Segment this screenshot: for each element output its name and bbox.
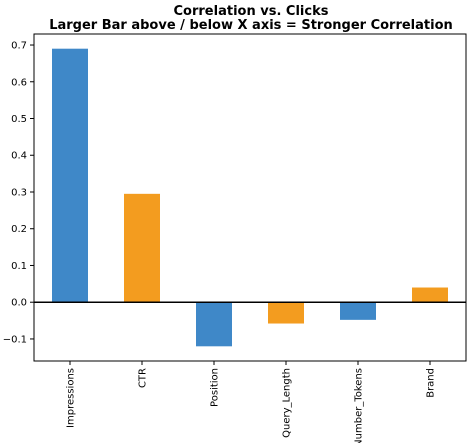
chart-title: Correlation vs. Clicks bbox=[174, 4, 329, 19]
y-tick-label: 0.6 bbox=[11, 77, 27, 88]
x-tick-label: Position bbox=[210, 368, 221, 407]
y-tick-label: 0.5 bbox=[11, 114, 27, 125]
x-tick-label: Query_Length bbox=[282, 368, 293, 438]
y-axis: −0.1 0.0 0.1 0.2 0.3 0.4 0.5 0.6 0.7 bbox=[3, 41, 34, 345]
x-axis: Impressions CTR Position Query_Length Number… bbox=[66, 361, 437, 443]
x-tick-label: Number_Tokens bbox=[354, 368, 365, 443]
chart-subtitle: Larger Bar above / below X axis = Strong… bbox=[49, 18, 453, 33]
y-tick-label: 0.4 bbox=[11, 151, 27, 162]
y-tick-label: 0.0 bbox=[11, 298, 27, 309]
y-tick-label: −0.1 bbox=[3, 334, 27, 345]
x-tick-label: Brand bbox=[426, 368, 437, 398]
bar-query-length bbox=[268, 302, 304, 324]
y-tick-label: 0.1 bbox=[11, 261, 27, 272]
y-tick-label: 0.2 bbox=[11, 224, 27, 235]
plot-frame bbox=[33, 33, 467, 362]
y-tick-label: 0.3 bbox=[11, 187, 27, 198]
y-tick-label: 0.7 bbox=[11, 41, 27, 52]
bar-impressions bbox=[52, 48, 88, 303]
x-tick-label: Impressions bbox=[66, 368, 77, 428]
bar-ctr bbox=[124, 193, 160, 303]
bar-position bbox=[196, 302, 232, 347]
bar-brand bbox=[412, 287, 448, 303]
bars bbox=[52, 48, 448, 347]
bar-number-tokens bbox=[340, 302, 376, 320]
x-tick-label: CTR bbox=[138, 368, 149, 388]
